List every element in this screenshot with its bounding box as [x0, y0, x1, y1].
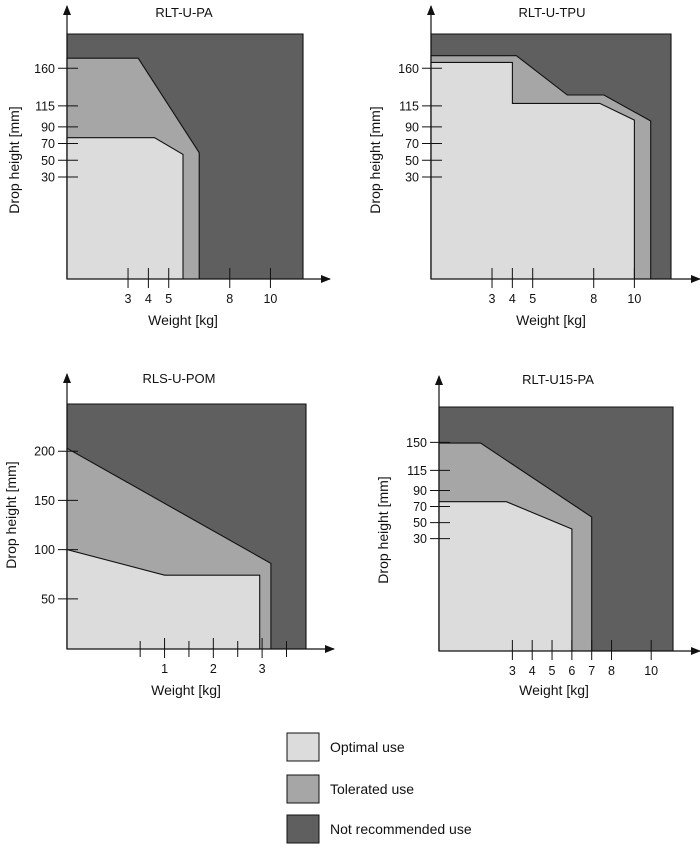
x-tick-label: 4: [145, 292, 152, 306]
chart-regions: [66, 403, 307, 650]
region-optimal: [438, 501, 573, 652]
x-axis-label: Weight [kg]: [151, 682, 221, 698]
x-tick-label: 1: [161, 662, 168, 676]
legend: Optimal use Tolerated use Not recommende…: [286, 732, 472, 844]
x-tick-label: 3: [259, 662, 266, 676]
region-optimal: [430, 61, 635, 280]
legend-label-not-recommended: Not recommended use: [330, 821, 472, 837]
y-tick-label: 115: [399, 99, 419, 113]
chart-axes: [427, 5, 700, 283]
chart-axes: [63, 373, 335, 653]
y-tick-label: 70: [413, 500, 427, 514]
y-tick-label: 90: [41, 120, 55, 134]
y-tick-label: 100: [34, 543, 55, 557]
chart-title: RLT-U-TPU: [519, 5, 586, 20]
legend-label-tolerated: Tolerated use: [330, 781, 414, 797]
x-tick-label: 4: [509, 292, 516, 306]
x-tick-label: 4: [529, 664, 536, 678]
y-tick-label: 50: [41, 592, 55, 606]
chart-axes: [435, 375, 700, 655]
y-tick-label: 160: [34, 62, 55, 76]
legend-swatch-not-recommended: [286, 814, 320, 844]
y-tick-label: 70: [41, 137, 55, 151]
x-axis-label: Weight [kg]: [148, 312, 218, 328]
chart-rlt-u15-pa: RLT-U15-PA 30 50 70 90 115 150 3 4 5 6 7 8 10 Weight…: [375, 372, 700, 698]
x-tick-label: 8: [608, 664, 615, 678]
region-optimal: [66, 137, 184, 280]
chart-ticks: 30 50 70 90 115 150 3 4 5 6 7 8 10: [406, 436, 658, 678]
y-tick-label: 200: [34, 445, 55, 459]
y-tick-label: 30: [405, 170, 419, 184]
x-tick-label: 10: [263, 292, 277, 306]
chart-title: RLT-U-PA: [155, 5, 213, 20]
y-tick-label: 30: [41, 170, 55, 184]
chart-axes: [63, 5, 331, 283]
y-tick-label: 90: [413, 484, 427, 498]
chart-rlt-u-tpu: RLT-U-TPU 30 50 70 90 115 160 3 4 5 8 10 Weight [k…: [367, 5, 700, 328]
x-tick-label: 7: [588, 664, 595, 678]
y-tick-label: 150: [34, 494, 55, 508]
chart-regions: [438, 406, 674, 652]
legend-swatch-tolerated: [286, 774, 320, 804]
chart-rls-u-pom: RLS-U-POM 50 100 150 200 1 2 3 Weight [kg] Dro…: [3, 371, 335, 698]
x-tick-label: 8: [590, 292, 597, 306]
x-tick-label: 3: [125, 292, 132, 306]
y-axis-label: Drop height [mm]: [6, 106, 22, 213]
chart-regions: [66, 33, 304, 280]
chart-ticks: 30 50 70 90 115 160 3 4 5 8 10: [398, 62, 641, 306]
y-tick-label: 115: [35, 99, 55, 113]
y-tick-label: 50: [41, 154, 55, 168]
x-axis-label: Weight [kg]: [516, 312, 586, 328]
chart-title: RLT-U15-PA: [522, 372, 594, 387]
legend-label-optimal: Optimal use: [330, 739, 405, 755]
x-tick-label: 8: [226, 292, 233, 306]
chart-regions: [430, 33, 672, 280]
x-tick-label: 10: [627, 292, 641, 306]
x-tick-label: 3: [509, 664, 516, 678]
y-tick-label: 150: [406, 436, 427, 450]
x-tick-label: 5: [549, 664, 556, 678]
y-axis-label: Drop height [mm]: [375, 476, 391, 583]
chart-title: RLS-U-POM: [143, 371, 216, 386]
y-tick-label: 50: [405, 154, 419, 168]
chart-rlt-u-pa: RLT-U-PA 30 50 70 90 115 160 3 4 5 8 10 Weight [kg…: [6, 5, 331, 328]
y-tick-label: 50: [413, 516, 427, 530]
y-tick-label: 115: [407, 464, 427, 478]
x-tick-label: 10: [644, 664, 658, 678]
y-axis-label: Drop height [mm]: [367, 106, 383, 213]
chart-ticks: 50 100 150 200 1 2 3: [34, 445, 287, 676]
y-tick-label: 90: [405, 120, 419, 134]
x-tick-label: 3: [489, 292, 496, 306]
legend-swatch-optimal: [286, 732, 320, 762]
y-tick-label: 70: [405, 137, 419, 151]
x-tick-label: 5: [529, 292, 536, 306]
x-tick-label: 5: [165, 292, 172, 306]
y-axis-label: Drop height [mm]: [3, 461, 19, 568]
chart-ticks: 30 50 70 90 115 160 3 4 5 8 10: [34, 62, 277, 306]
y-tick-label: 30: [413, 532, 427, 546]
y-tick-label: 160: [398, 62, 419, 76]
x-axis-label: Weight [kg]: [519, 682, 589, 698]
x-tick-label: 2: [210, 662, 217, 676]
x-tick-label: 6: [568, 664, 575, 678]
